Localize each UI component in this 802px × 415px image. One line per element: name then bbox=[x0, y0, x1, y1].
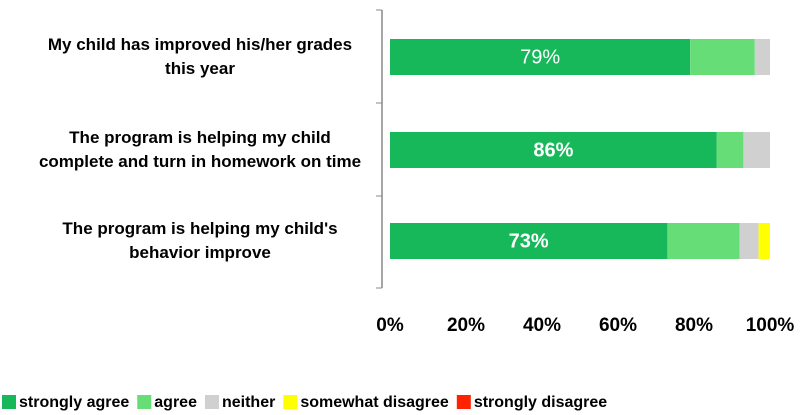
legend-swatch bbox=[456, 395, 471, 409]
x-tick-label: 80% bbox=[675, 315, 713, 336]
legend-swatch bbox=[137, 395, 152, 409]
x-tick-label: 0% bbox=[376, 315, 404, 336]
x-tick-label: 100% bbox=[746, 315, 795, 336]
category-label: The program is helping my child's behavi… bbox=[62, 219, 338, 262]
category-label: The program is helping my child complete… bbox=[38, 128, 362, 171]
bar-segment bbox=[390, 132, 717, 168]
bar-segment bbox=[743, 132, 770, 168]
bar-segment bbox=[667, 223, 740, 259]
bar-segment bbox=[390, 223, 668, 259]
legend-label: somewhat disagree bbox=[300, 394, 449, 411]
bar-segment bbox=[390, 39, 691, 75]
bar-segment bbox=[716, 132, 744, 168]
legend-label: neither bbox=[222, 394, 275, 411]
legend-swatch bbox=[204, 395, 219, 409]
bar-segment bbox=[754, 39, 770, 75]
bar-segment bbox=[739, 223, 759, 259]
legend-swatch bbox=[283, 395, 298, 409]
legend-label: agree bbox=[154, 394, 197, 411]
data-label: 73% bbox=[509, 230, 549, 252]
legend-swatch bbox=[2, 395, 16, 409]
category-label: My child has improved his/her grades thi… bbox=[47, 35, 353, 78]
legend-label: strongly agree bbox=[19, 394, 129, 411]
bar-segment bbox=[690, 39, 755, 75]
legend-label: strongly disagree bbox=[474, 394, 607, 411]
data-label: 86% bbox=[533, 139, 573, 161]
data-label: 79% bbox=[520, 46, 560, 68]
x-tick-label: 20% bbox=[447, 315, 485, 336]
x-tick-label: 60% bbox=[599, 315, 637, 336]
x-tick-label: 40% bbox=[523, 315, 561, 336]
bar-segment bbox=[758, 223, 770, 259]
